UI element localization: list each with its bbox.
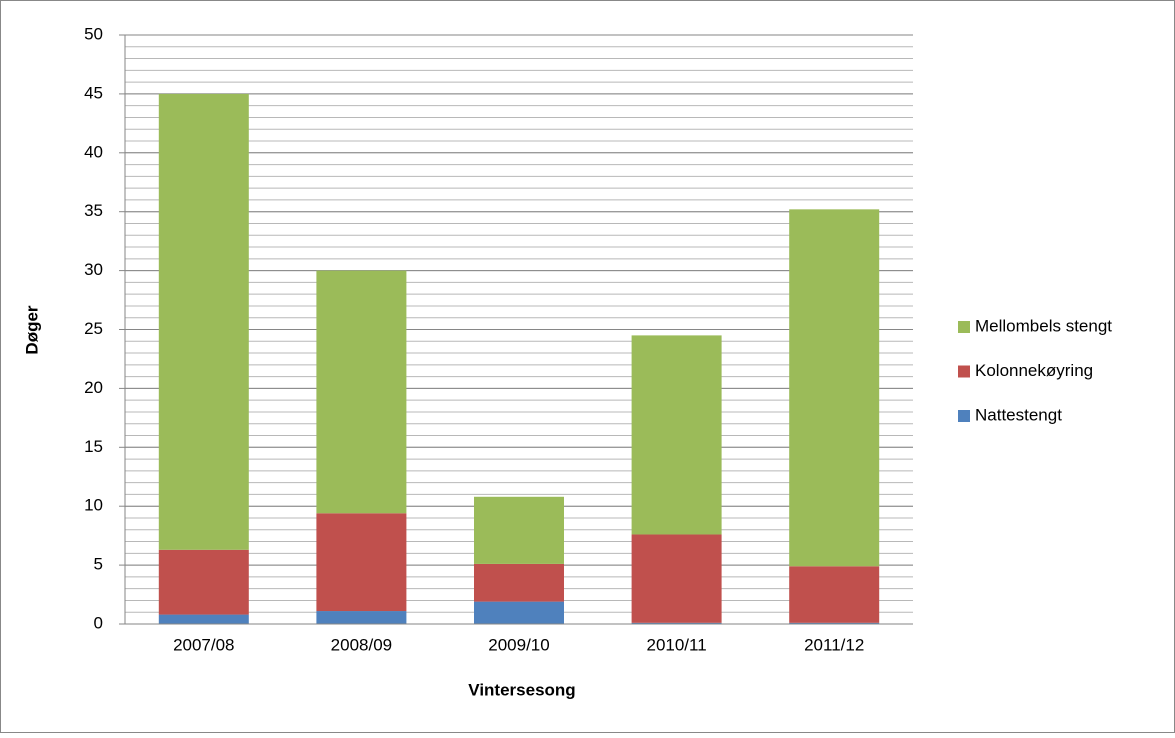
y-axis-label: Døger	[22, 305, 41, 355]
legend-label: Kolonnekøyring	[975, 361, 1093, 380]
y-tick-label: 25	[84, 319, 103, 338]
legend-swatch	[958, 321, 970, 333]
bar-segment	[631, 534, 722, 623]
bar-segment	[631, 622, 722, 624]
x-axis-label: Vintersesong	[468, 680, 575, 699]
bar-segment	[474, 601, 564, 624]
bar-segment	[789, 622, 880, 624]
y-tick-label: 15	[84, 437, 103, 456]
bar-segment	[789, 566, 880, 623]
bar-segment	[158, 93, 249, 550]
y-tick-label: 35	[84, 201, 103, 220]
y-tick-label: 20	[84, 378, 103, 397]
x-tick-label: 2008/09	[331, 635, 392, 654]
x-tick-label: 2007/08	[173, 635, 234, 654]
x-tick-label: 2010/11	[646, 635, 706, 654]
bar-segment	[789, 209, 880, 567]
bar-segment	[631, 335, 722, 535]
legend-swatch	[958, 410, 970, 422]
y-tick-label: 40	[84, 142, 103, 161]
x-tick-label: 2011/12	[804, 635, 864, 654]
legend-label: Mellombels stengt	[975, 316, 1112, 335]
bar-segment	[158, 549, 249, 615]
y-tick-label: 0	[94, 613, 103, 632]
legend-label: Nattestengt	[975, 405, 1062, 424]
y-tick-label: 5	[94, 555, 103, 574]
bar-segment	[316, 513, 407, 612]
y-tick-label: 45	[84, 83, 103, 102]
bar-segment	[474, 496, 564, 564]
bar-segment	[316, 270, 407, 514]
bar-segment	[158, 614, 249, 624]
bar-segment	[474, 563, 564, 602]
y-tick-label: 10	[84, 496, 103, 515]
bar-segment	[316, 611, 407, 624]
y-tick-label: 30	[84, 260, 103, 279]
y-tick-label: 50	[84, 24, 103, 43]
x-tick-label: 2009/10	[488, 635, 549, 654]
legend-swatch	[958, 365, 970, 378]
